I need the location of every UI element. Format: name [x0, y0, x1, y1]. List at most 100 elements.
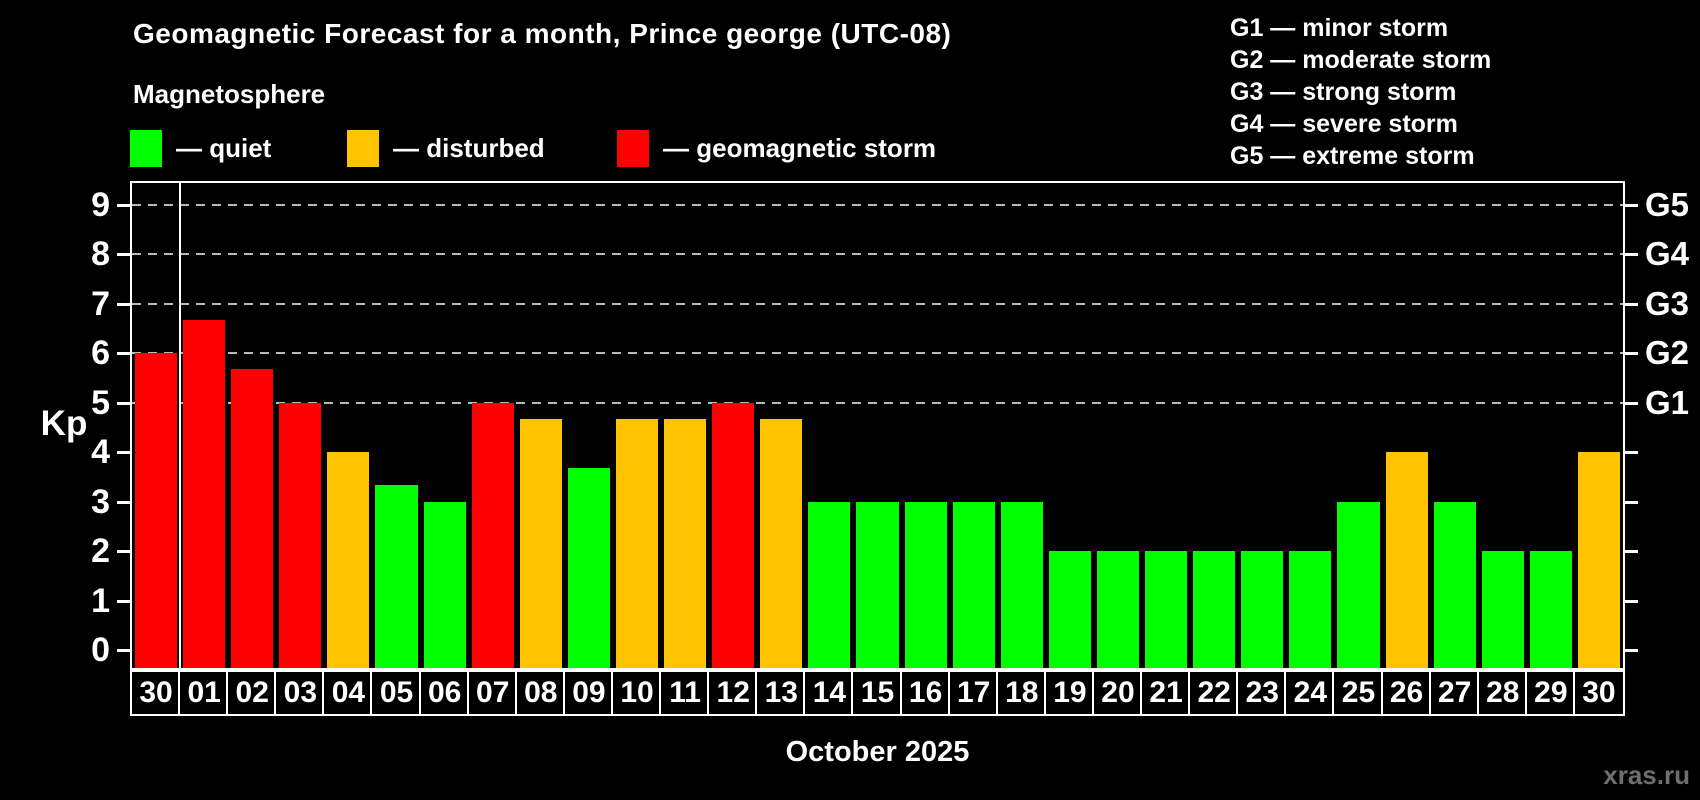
legend-label-disturbed: — disturbed	[393, 133, 545, 163]
y-tick-label-4: 4	[91, 433, 110, 471]
day-label-17: 17	[947, 670, 1000, 716]
day-label-09: 09	[562, 670, 615, 716]
legend-item-disturbed: — disturbed	[347, 129, 545, 167]
kp-bar-day-18	[1000, 501, 1043, 668]
day-label-12: 12	[707, 670, 760, 716]
y-tick-label-3: 3	[91, 482, 110, 521]
day-label-24: 24	[1284, 670, 1337, 716]
kp-bar-day-04	[327, 452, 370, 668]
legend-item-storm: — geomagnetic storm	[617, 129, 936, 167]
day-label-14: 14	[803, 670, 856, 716]
y-tick-left-3	[117, 500, 130, 504]
day-label-21: 21	[1140, 670, 1193, 716]
kp-bar-day-12	[712, 402, 755, 668]
y-tick-right-6	[1625, 352, 1638, 355]
x-axis-label: October 2025	[785, 736, 970, 768]
day-label-11: 11	[659, 670, 712, 716]
kp-bar-day-23	[1241, 551, 1284, 668]
day-label-27: 27	[1428, 670, 1481, 716]
y-tick-label-9: 9	[91, 185, 110, 224]
y-tick-right-2	[1625, 550, 1638, 553]
g-scale-label-G2: G2	[1645, 334, 1690, 371]
kp-bar-day-17	[952, 501, 995, 668]
y-tick-label-0: 0	[91, 631, 110, 669]
kp-bar-day-20	[1096, 551, 1140, 668]
day-label-02: 02	[226, 670, 279, 716]
kp-bar-day-08	[519, 418, 562, 668]
y-tick-right-4	[1625, 451, 1638, 454]
day-label-06: 06	[418, 670, 471, 716]
g-scale-label-G1: G1	[1645, 383, 1690, 421]
day-label-03: 03	[274, 670, 327, 716]
kp-bar-day-30	[1577, 452, 1620, 668]
gridline-kp6	[132, 352, 1623, 354]
kp-bar-day-01	[183, 319, 226, 668]
day-label-16: 16	[899, 670, 952, 716]
legend-label-quiet: — quiet	[176, 133, 272, 163]
y-tick-left-0	[117, 649, 130, 652]
kp-bar-day-16	[904, 501, 947, 668]
storm-scale-g2: G2 — moderate storm	[1230, 46, 1492, 74]
y-tick-right-0	[1625, 649, 1638, 652]
day-label-prev-30: 30	[130, 670, 183, 716]
y-tick-left-7	[117, 302, 130, 306]
kp-bar-day-25	[1337, 501, 1380, 668]
month-separator	[179, 183, 182, 668]
y-tick-left-6	[117, 352, 130, 355]
day-label-13: 13	[755, 670, 808, 716]
y-tick-label-7: 7	[91, 284, 110, 323]
y-tick-left-5	[117, 401, 130, 405]
kp-bar-day-06	[423, 501, 466, 668]
g-scale-label-G3: G3	[1645, 284, 1690, 322]
day-label-10: 10	[610, 670, 664, 716]
day-label-29: 29	[1524, 670, 1577, 716]
storm-scale-g5: G5 — extreme storm	[1230, 142, 1475, 170]
day-label-07: 07	[466, 670, 519, 716]
day-label-22: 22	[1188, 670, 1241, 716]
day-label-30: 30	[1572, 670, 1625, 716]
y-tick-right-7	[1625, 302, 1638, 306]
day-label-18: 18	[995, 670, 1048, 716]
kp-bar-day-05	[375, 485, 418, 668]
kp-bar-day-11	[664, 418, 707, 668]
day-label-01: 01	[178, 670, 231, 716]
kp-bar-day-07	[471, 402, 514, 668]
day-label-08: 08	[514, 670, 567, 716]
day-label-28: 28	[1476, 670, 1529, 716]
storm-scale-g4: G4 — severe storm	[1230, 110, 1458, 138]
kp-bar-day-03	[279, 402, 322, 668]
day-label-05: 05	[370, 670, 423, 716]
kp-bar-day-09	[567, 468, 610, 668]
kp-bar-day-21	[1145, 551, 1188, 668]
kp-bar-day-26	[1385, 452, 1428, 668]
y-tick-label-1: 1	[91, 581, 110, 620]
kp-bar-day-30	[135, 353, 178, 668]
y-tick-right-3	[1625, 500, 1638, 504]
y-tick-left-8	[117, 253, 130, 256]
chart-subtitle: Magnetosphere	[133, 79, 326, 109]
y-tick-right-5	[1625, 401, 1638, 405]
y-tick-left-1	[117, 599, 130, 603]
gridline-kp9	[132, 203, 1623, 206]
storm-scale-g3: G3 — strong storm	[1230, 78, 1457, 106]
kp-bar-day-28	[1481, 551, 1524, 668]
g-scale-label-G4: G4	[1645, 235, 1690, 272]
chart-title: Geomagnetic Forecast for a month, Prince…	[133, 18, 952, 49]
y-tick-label-2: 2	[91, 532, 110, 570]
day-label-20: 20	[1091, 670, 1145, 716]
y-tick-left-2	[117, 550, 130, 553]
y-axis-label: Kp	[40, 404, 88, 443]
kp-bar-day-10	[615, 418, 659, 668]
watermark: xras.ru	[1603, 760, 1690, 790]
y-tick-left-4	[117, 451, 130, 454]
y-tick-label-8: 8	[91, 235, 110, 273]
g-scale-label-G5: G5	[1645, 185, 1690, 223]
gridline-kp5	[132, 401, 1623, 404]
quiet-color-swatch	[130, 129, 162, 167]
kp-bar-day-29	[1529, 551, 1572, 668]
legend-label-storm: — geomagnetic storm	[663, 133, 937, 163]
y-tick-label-6: 6	[91, 334, 110, 372]
gridline-kp7	[132, 302, 1623, 305]
day-label-04: 04	[322, 670, 375, 716]
